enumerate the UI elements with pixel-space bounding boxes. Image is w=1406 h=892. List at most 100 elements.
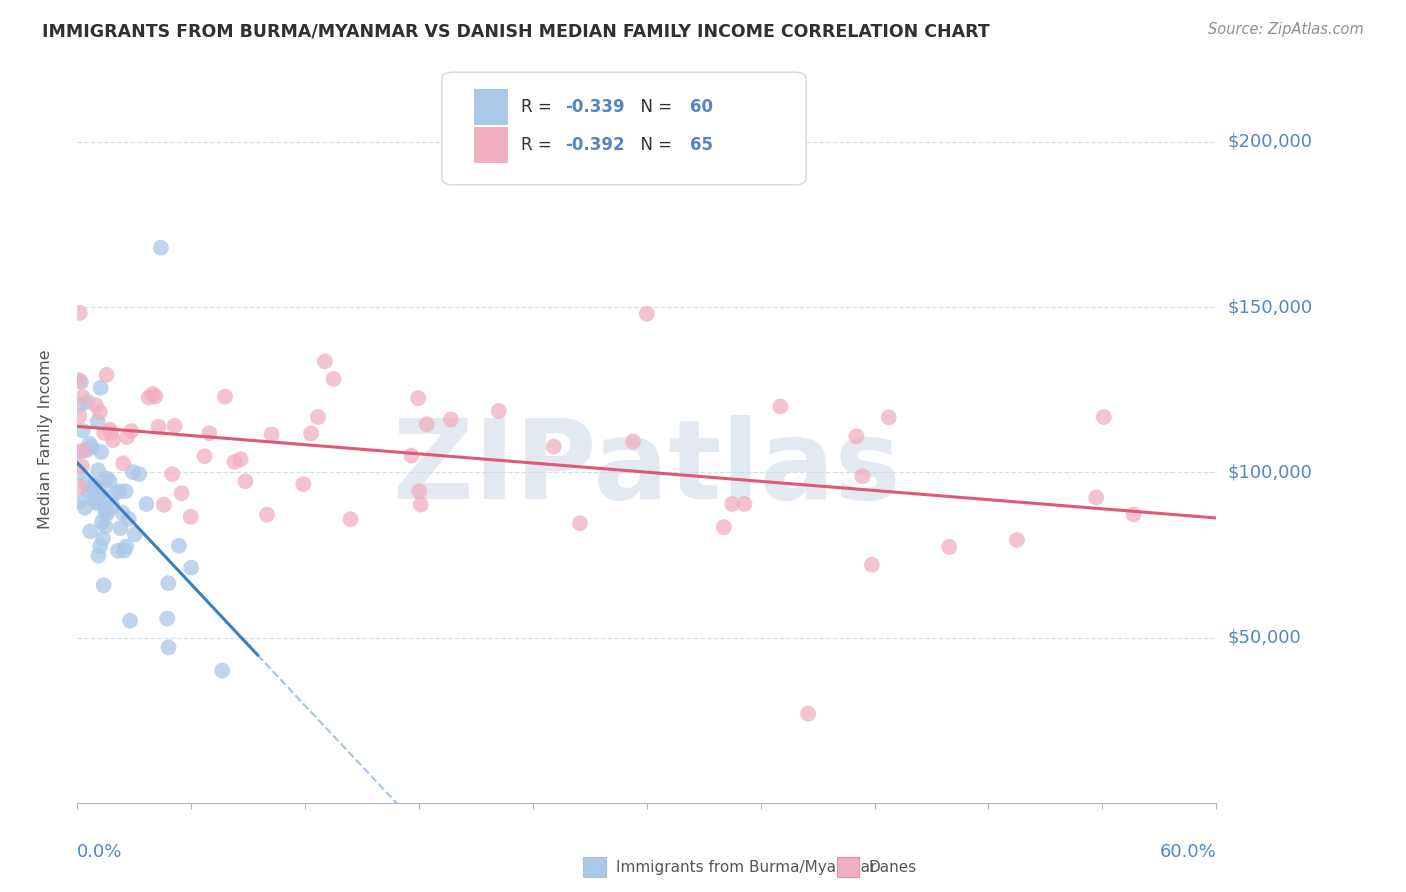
- Point: [845, 429, 868, 443]
- Point: [211, 664, 233, 678]
- Point: [122, 465, 145, 479]
- Point: [72, 423, 94, 437]
- Point: [229, 452, 252, 467]
- Point: [101, 499, 124, 513]
- Point: [148, 419, 170, 434]
- Point: [1122, 508, 1144, 522]
- Text: $50,000: $50,000: [1227, 629, 1302, 647]
- Text: -0.339: -0.339: [565, 98, 624, 116]
- Point: [75, 477, 97, 491]
- Point: [94, 519, 117, 533]
- Point: [124, 527, 146, 541]
- Point: [96, 506, 118, 520]
- Point: [112, 543, 135, 558]
- Point: [157, 640, 180, 655]
- Point: [256, 508, 278, 522]
- Point: [90, 381, 112, 395]
- Point: [322, 372, 344, 386]
- Point: [292, 477, 315, 491]
- Text: 60: 60: [690, 98, 713, 116]
- Point: [67, 409, 90, 423]
- Text: R =: R =: [522, 136, 558, 154]
- Point: [114, 484, 136, 499]
- Point: [115, 540, 138, 554]
- Point: [408, 484, 430, 499]
- Point: [94, 507, 117, 521]
- Point: [198, 426, 221, 441]
- Point: [440, 412, 463, 426]
- Point: [115, 430, 138, 444]
- Bar: [474, 127, 508, 163]
- Point: [87, 463, 110, 477]
- Text: $200,000: $200,000: [1227, 133, 1313, 151]
- Point: [91, 515, 114, 529]
- Point: [89, 405, 111, 419]
- Point: [860, 558, 883, 572]
- Text: R =: R =: [522, 98, 558, 116]
- Point: [214, 390, 236, 404]
- Point: [180, 509, 202, 524]
- Point: [110, 521, 132, 535]
- Bar: [474, 89, 508, 125]
- Point: [156, 611, 179, 625]
- Point: [224, 455, 246, 469]
- Point: [120, 424, 142, 438]
- Point: [79, 524, 101, 539]
- Point: [416, 417, 439, 432]
- Point: [167, 539, 190, 553]
- Text: 60.0%: 60.0%: [1160, 843, 1216, 861]
- Point: [69, 480, 91, 494]
- Text: $100,000: $100,000: [1227, 463, 1312, 482]
- Point: [67, 465, 90, 479]
- Point: [142, 387, 165, 401]
- Point: [89, 539, 111, 553]
- Point: [111, 506, 134, 520]
- Text: IMMIGRANTS FROM BURMA/MYANMAR VS DANISH MEDIAN FAMILY INCOME CORRELATION CHART: IMMIGRANTS FROM BURMA/MYANMAR VS DANISH …: [42, 22, 990, 40]
- Point: [569, 516, 592, 531]
- Point: [77, 484, 100, 499]
- Point: [307, 410, 329, 425]
- Point: [96, 368, 118, 382]
- Point: [877, 410, 900, 425]
- Point: [91, 532, 114, 546]
- Point: [721, 497, 744, 511]
- Point: [96, 472, 118, 486]
- Point: [170, 486, 193, 500]
- Point: [69, 306, 91, 320]
- Point: [1005, 533, 1028, 547]
- Point: [90, 445, 112, 459]
- Text: 65: 65: [690, 136, 713, 154]
- Point: [83, 479, 105, 493]
- Point: [157, 576, 180, 591]
- Point: [100, 425, 122, 440]
- Text: -0.392: -0.392: [565, 136, 624, 154]
- Point: [153, 498, 176, 512]
- Point: [235, 475, 257, 489]
- Point: [1085, 491, 1108, 505]
- Point: [75, 443, 97, 458]
- Point: [713, 520, 735, 534]
- Point: [67, 444, 90, 458]
- Point: [84, 398, 107, 412]
- Point: [339, 512, 361, 526]
- Point: [260, 427, 283, 442]
- Text: ZIPatlas: ZIPatlas: [392, 415, 901, 522]
- Point: [543, 440, 565, 454]
- Text: N =: N =: [630, 98, 678, 116]
- Point: [118, 614, 141, 628]
- Point: [299, 426, 322, 441]
- Point: [89, 489, 111, 503]
- Point: [734, 497, 756, 511]
- Point: [797, 706, 820, 721]
- Point: [636, 307, 658, 321]
- Point: [93, 578, 115, 592]
- Point: [83, 478, 105, 492]
- Point: [117, 512, 139, 526]
- Point: [93, 425, 115, 440]
- Point: [72, 443, 94, 458]
- Point: [76, 395, 98, 409]
- Point: [488, 404, 510, 418]
- Point: [193, 449, 215, 463]
- Point: [70, 375, 93, 389]
- Point: [135, 497, 157, 511]
